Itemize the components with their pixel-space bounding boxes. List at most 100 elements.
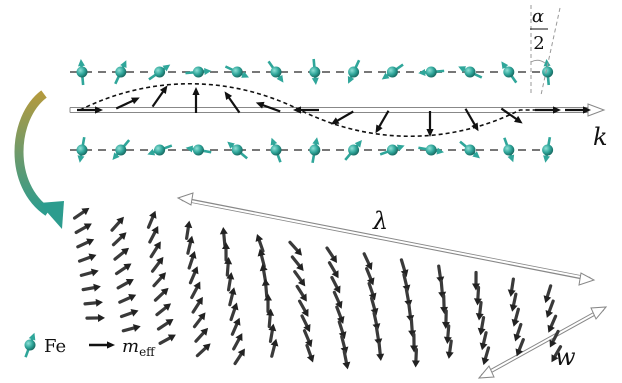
texture-moment-arrow bbox=[233, 348, 245, 366]
fe-atom-bottom bbox=[503, 137, 515, 163]
texture-moment-arrow bbox=[302, 329, 313, 348]
texture-moment-arrow bbox=[479, 331, 488, 351]
fe-atom-bottom bbox=[76, 136, 88, 163]
texture-moment-arrow bbox=[152, 272, 167, 288]
texture-moment-arrow bbox=[118, 294, 137, 304]
texture-moment-arrow bbox=[410, 332, 419, 353]
fe-atom-bottom bbox=[309, 137, 321, 164]
texture-moment-arrow bbox=[511, 307, 520, 327]
texture-moment-arrow bbox=[335, 305, 345, 324]
texture-moment-arrow bbox=[305, 343, 315, 363]
texture-moment-arrow bbox=[367, 281, 377, 301]
effective-moment-row bbox=[77, 85, 591, 137]
texture-moment-arrow bbox=[155, 303, 172, 317]
texture-moment-arrow bbox=[408, 317, 417, 338]
texture-moment-arrow bbox=[228, 287, 237, 307]
effective-moment-legend-arrow bbox=[89, 341, 115, 349]
texture-moment-arrow bbox=[81, 283, 101, 292]
alpha-denominator: 2 bbox=[533, 33, 544, 54]
texture-moment-arrow bbox=[229, 302, 239, 322]
fe-atom-top bbox=[542, 59, 554, 86]
spin-texture-field bbox=[72, 207, 563, 370]
curved-transition-arrow bbox=[14, 90, 64, 229]
fe-atom-bottom bbox=[344, 140, 362, 161]
texture-moment-arrow bbox=[79, 268, 99, 277]
texture-moment-arrow bbox=[156, 319, 174, 331]
texture-moment-arrow bbox=[268, 323, 277, 343]
texture-moment-arrow bbox=[195, 343, 211, 358]
helix-envelope-curve bbox=[79, 82, 560, 138]
texture-moment-arrow bbox=[337, 320, 347, 340]
texture-moment-arrow bbox=[300, 314, 311, 333]
fe-atom-top bbox=[418, 66, 445, 78]
fe-atom-bottom bbox=[112, 139, 131, 160]
wavelength-dimension: λ bbox=[176, 192, 596, 286]
texture-moment-arrow bbox=[270, 338, 279, 358]
fe-atom-legend bbox=[24, 332, 36, 358]
fe-atom-bottom bbox=[227, 141, 248, 160]
texture-moment-arrow bbox=[545, 299, 555, 318]
texture-moment-arrow bbox=[184, 220, 193, 240]
texture-moment-arrow bbox=[443, 324, 452, 344]
texture-moment-arrow bbox=[230, 317, 241, 336]
bottom-atom-chain bbox=[76, 136, 554, 164]
fe-atom-top bbox=[76, 59, 88, 86]
texture-moment-arrow bbox=[83, 298, 103, 307]
fe-atom-top bbox=[185, 66, 212, 78]
texture-moment-arrow bbox=[261, 278, 270, 299]
texture-moment-arrow bbox=[146, 210, 157, 229]
effective-moment-arrow bbox=[192, 87, 200, 113]
texture-moment-arrow bbox=[330, 275, 341, 294]
texture-moment-arrow bbox=[325, 246, 337, 263]
texture-moment-arrow bbox=[188, 266, 199, 285]
texture-moment-arrow bbox=[116, 279, 134, 290]
texture-moment-arrow bbox=[121, 324, 141, 333]
texture-moment-arrow bbox=[186, 235, 195, 255]
texture-moment-arrow bbox=[191, 296, 203, 314]
texture-moment-arrow bbox=[509, 292, 518, 312]
texture-moment-arrow bbox=[515, 338, 525, 357]
effective-moment-arrow bbox=[115, 97, 140, 110]
texture-moment-arrow bbox=[438, 279, 447, 299]
effective-moment-arrow bbox=[224, 91, 241, 114]
fe-atom-top bbox=[267, 60, 284, 83]
k-axis bbox=[69, 103, 606, 117]
texture-moment-arrow bbox=[290, 255, 304, 272]
texture-moment-arrow bbox=[149, 241, 161, 259]
texture-moment-arrow bbox=[342, 350, 351, 370]
texture-moment-arrow bbox=[257, 248, 266, 268]
effective-moment-arrow bbox=[500, 107, 523, 124]
effective-moment-arrow bbox=[565, 106, 591, 114]
texture-moment-arrow bbox=[445, 339, 454, 359]
texture-moment-arrow bbox=[288, 240, 303, 256]
width-dimension: w bbox=[477, 306, 608, 379]
texture-moment-arrow bbox=[471, 270, 480, 291]
effective-moment-arrow bbox=[330, 110, 354, 125]
effective-moment-arrow bbox=[151, 85, 168, 108]
texture-moment-arrow bbox=[264, 293, 272, 314]
texture-moment-arrow bbox=[119, 309, 139, 319]
texture-moment-arrow bbox=[187, 250, 197, 270]
texture-moment-arrow bbox=[513, 322, 523, 342]
texture-moment-arrow bbox=[77, 253, 97, 263]
texture-moment-arrow bbox=[259, 263, 268, 283]
fe-atom-top bbox=[501, 61, 518, 84]
lambda-label: λ bbox=[372, 207, 388, 235]
texture-moment-arrow bbox=[221, 242, 230, 262]
legend-m-label: meff bbox=[122, 336, 156, 359]
texture-moment-arrow bbox=[266, 308, 275, 329]
texture-moment-arrow bbox=[475, 300, 484, 321]
texture-moment-arrow bbox=[110, 216, 124, 232]
texture-moment-arrow bbox=[114, 263, 132, 276]
fe-atom-icon bbox=[24, 332, 36, 358]
alpha-numerator: α bbox=[532, 6, 544, 27]
texture-moment-arrow bbox=[507, 277, 516, 297]
texture-moment-arrow bbox=[551, 345, 563, 363]
legend-fe-label: Fe bbox=[44, 336, 66, 357]
w-label: w bbox=[555, 343, 576, 371]
texture-moment-arrow bbox=[85, 313, 105, 322]
texture-moment-arrow bbox=[365, 267, 375, 286]
fe-atom-top bbox=[148, 64, 171, 81]
fe-atom-bottom bbox=[185, 144, 212, 156]
